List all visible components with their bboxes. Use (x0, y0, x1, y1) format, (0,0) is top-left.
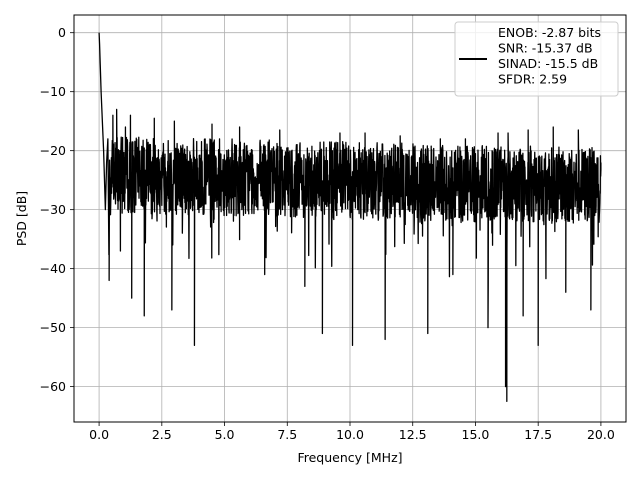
x-tick-label: 2.5 (152, 427, 172, 442)
legend-text-line: SNR: -15.37 dB (498, 41, 593, 56)
y-axis-ticks: 0 −10 −20 −30 −40 −50 −60 (40, 25, 74, 394)
y-tick-label: −30 (40, 202, 66, 217)
y-tick-label: −10 (40, 84, 66, 99)
x-axis-label: Frequency [MHz] (297, 450, 402, 465)
legend-box (454, 21, 619, 97)
y-tick-label: −40 (40, 261, 66, 276)
legend-text-line: ENOB: -2.87 bits (498, 25, 601, 40)
legend-text-line: SFDR: 2.59 (498, 72, 567, 87)
y-tick-label: −50 (40, 320, 66, 335)
x-tick-label: 10.0 (336, 427, 364, 442)
legend-text-line: SINAD: -15.5 dB (498, 56, 598, 71)
x-tick-label: 15.0 (462, 427, 490, 442)
y-tick-label: −60 (40, 379, 66, 394)
x-tick-label: 5.0 (215, 427, 235, 442)
y-axis-label: PSD [dB] (14, 191, 29, 246)
psd-series-line (98, 32, 602, 403)
x-tick-label: 12.5 (399, 427, 427, 442)
x-tick-label: 20.0 (587, 427, 615, 442)
y-tick-label: −20 (40, 143, 66, 158)
x-tick-label: 17.5 (524, 427, 552, 442)
legend-label: ENOB: -2.87 bits SNR: -15.37 dB SINAD: -15… (498, 25, 601, 87)
y-tick-label: 0 (58, 25, 66, 40)
series-layer (98, 32, 602, 403)
x-tick-label: 7.5 (277, 427, 297, 442)
x-axis-ticks: 0.0 2.5 5.0 7.5 10.0 12.5 15.0 17.5 20.0 (89, 422, 615, 442)
x-tick-label: 0.0 (89, 427, 109, 442)
legend: ENOB: -2.87 bits SNR: -15.37 dB SINAD: -15… (454, 21, 619, 97)
